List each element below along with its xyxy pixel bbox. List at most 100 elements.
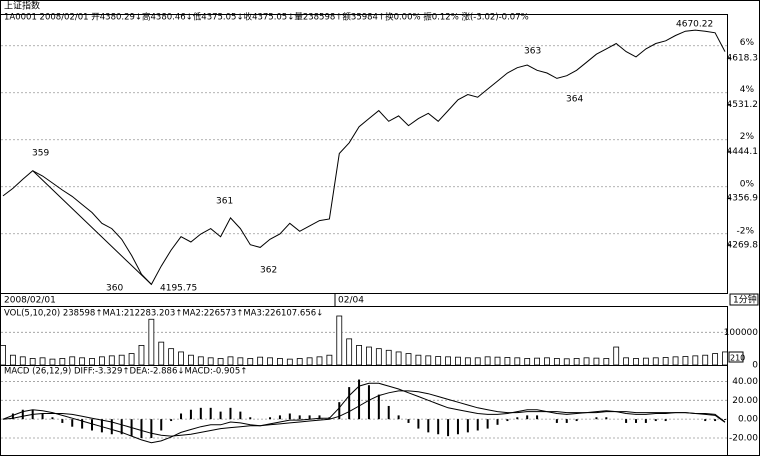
macd-tick-label: 0.00 xyxy=(738,415,758,425)
quote-info: 1A0001 2008/02/01 开4380.29↓高4380.46↓低437… xyxy=(4,12,529,23)
y2-tick-label: 6% xyxy=(740,38,755,48)
volume-bar xyxy=(326,354,333,366)
annotation: 361 xyxy=(216,197,233,207)
macd-title: MACD (26,12,9) DIFF:-3.329↑DEA:-2.886↓MA… xyxy=(4,367,247,377)
volume-bar xyxy=(593,357,600,366)
volume-bar xyxy=(514,357,521,366)
volume-bar xyxy=(633,358,639,366)
volume-bar xyxy=(168,348,175,366)
volume-bar xyxy=(99,356,105,366)
volume-bar xyxy=(504,357,511,366)
volume-bar xyxy=(544,357,550,366)
volume-bar xyxy=(415,354,422,366)
volume-bar xyxy=(306,357,313,366)
volume-bar xyxy=(118,354,125,366)
volume-bar xyxy=(227,356,234,366)
volume-bar xyxy=(573,358,580,366)
volume-bar xyxy=(19,356,26,366)
y2-tick-label: 4% xyxy=(740,85,755,95)
volume-bar xyxy=(484,356,491,366)
volume-bar xyxy=(217,358,224,366)
vol-tick-label: 100000 xyxy=(724,328,759,338)
macd-tick-label: -20.00 xyxy=(729,434,758,444)
volume-bar xyxy=(534,357,540,366)
annotation: 363 xyxy=(524,47,541,57)
y2-tick-label: 0% xyxy=(740,179,755,189)
volume-bar xyxy=(425,355,432,366)
unit-box xyxy=(728,351,744,363)
volume-bar xyxy=(366,346,372,366)
price-line xyxy=(2,29,726,286)
annotation: 364 xyxy=(566,95,583,105)
y-tick-label: 4444.1 xyxy=(727,147,759,157)
volume-bar xyxy=(445,356,451,366)
macd-panel xyxy=(0,365,728,456)
annotation: 4670.22 xyxy=(676,20,713,30)
volume-bar xyxy=(148,318,155,366)
volume-bar xyxy=(524,358,531,366)
volume-bar xyxy=(9,354,16,366)
vol-tick-label: 0 xyxy=(752,361,758,371)
macd-tick-label: 40.00 xyxy=(732,377,758,387)
volume-bar xyxy=(375,348,382,366)
volume-bar xyxy=(464,357,471,366)
volume-bar xyxy=(267,357,273,366)
volume-bar xyxy=(682,356,689,366)
volume-bar xyxy=(59,358,66,366)
volume-bar xyxy=(158,341,165,366)
volume-bar xyxy=(138,344,145,366)
x-label: 2008/02/01 xyxy=(4,296,56,306)
volume-bar xyxy=(356,344,362,366)
volume-bar xyxy=(672,356,679,366)
x-label: 02/04 xyxy=(338,296,364,306)
y-tick-label: 4269.8 xyxy=(727,240,759,250)
volume-bar xyxy=(583,357,590,366)
volume-bar xyxy=(257,356,264,366)
volume-bar xyxy=(712,353,719,366)
annotation: 360 xyxy=(106,284,123,294)
volume-bar xyxy=(336,315,343,366)
volume-bar xyxy=(385,349,392,366)
y2-tick-label: -2% xyxy=(736,226,754,236)
trend-line xyxy=(32,170,152,285)
volume-bar xyxy=(316,356,323,366)
volume-bar xyxy=(603,358,610,366)
volume-bar xyxy=(494,356,501,366)
y2-tick-label: 2% xyxy=(740,132,755,142)
volume-bar xyxy=(286,358,293,366)
volume-bar xyxy=(692,355,699,366)
volume-bar xyxy=(197,356,204,366)
annotation: 359 xyxy=(32,149,49,159)
volume-bar xyxy=(277,358,283,366)
volume-bar xyxy=(89,358,95,366)
volume-bar xyxy=(474,357,481,366)
volume-bar xyxy=(207,357,214,366)
volume-bar xyxy=(455,356,461,366)
volume-bar xyxy=(395,351,402,366)
volume-bar xyxy=(662,357,669,366)
y-tick-label: 4531.2 xyxy=(727,100,759,110)
volume-bar xyxy=(652,357,659,366)
volume-bar xyxy=(188,354,194,366)
period-box[interactable] xyxy=(729,293,759,306)
price-panel xyxy=(0,14,728,294)
y-tick-label: 4356.9 xyxy=(727,194,759,204)
volume-bar xyxy=(29,358,36,366)
volume-bar xyxy=(642,357,649,366)
volume-bar xyxy=(613,346,620,366)
volume-bar xyxy=(702,354,709,366)
annotation: 362 xyxy=(260,266,277,276)
period-label[interactable]: 1分钟 xyxy=(733,294,757,306)
volume-bar xyxy=(39,357,46,366)
volume-bar xyxy=(0,344,6,366)
chart-title: 上证指数 xyxy=(4,0,40,12)
volume-bar xyxy=(237,357,244,366)
y-tick-label: 4618.3 xyxy=(727,53,759,63)
volume-bar xyxy=(108,355,115,366)
volume-bar xyxy=(623,357,629,366)
volume-bar xyxy=(553,358,560,366)
volume-bar xyxy=(247,358,254,366)
